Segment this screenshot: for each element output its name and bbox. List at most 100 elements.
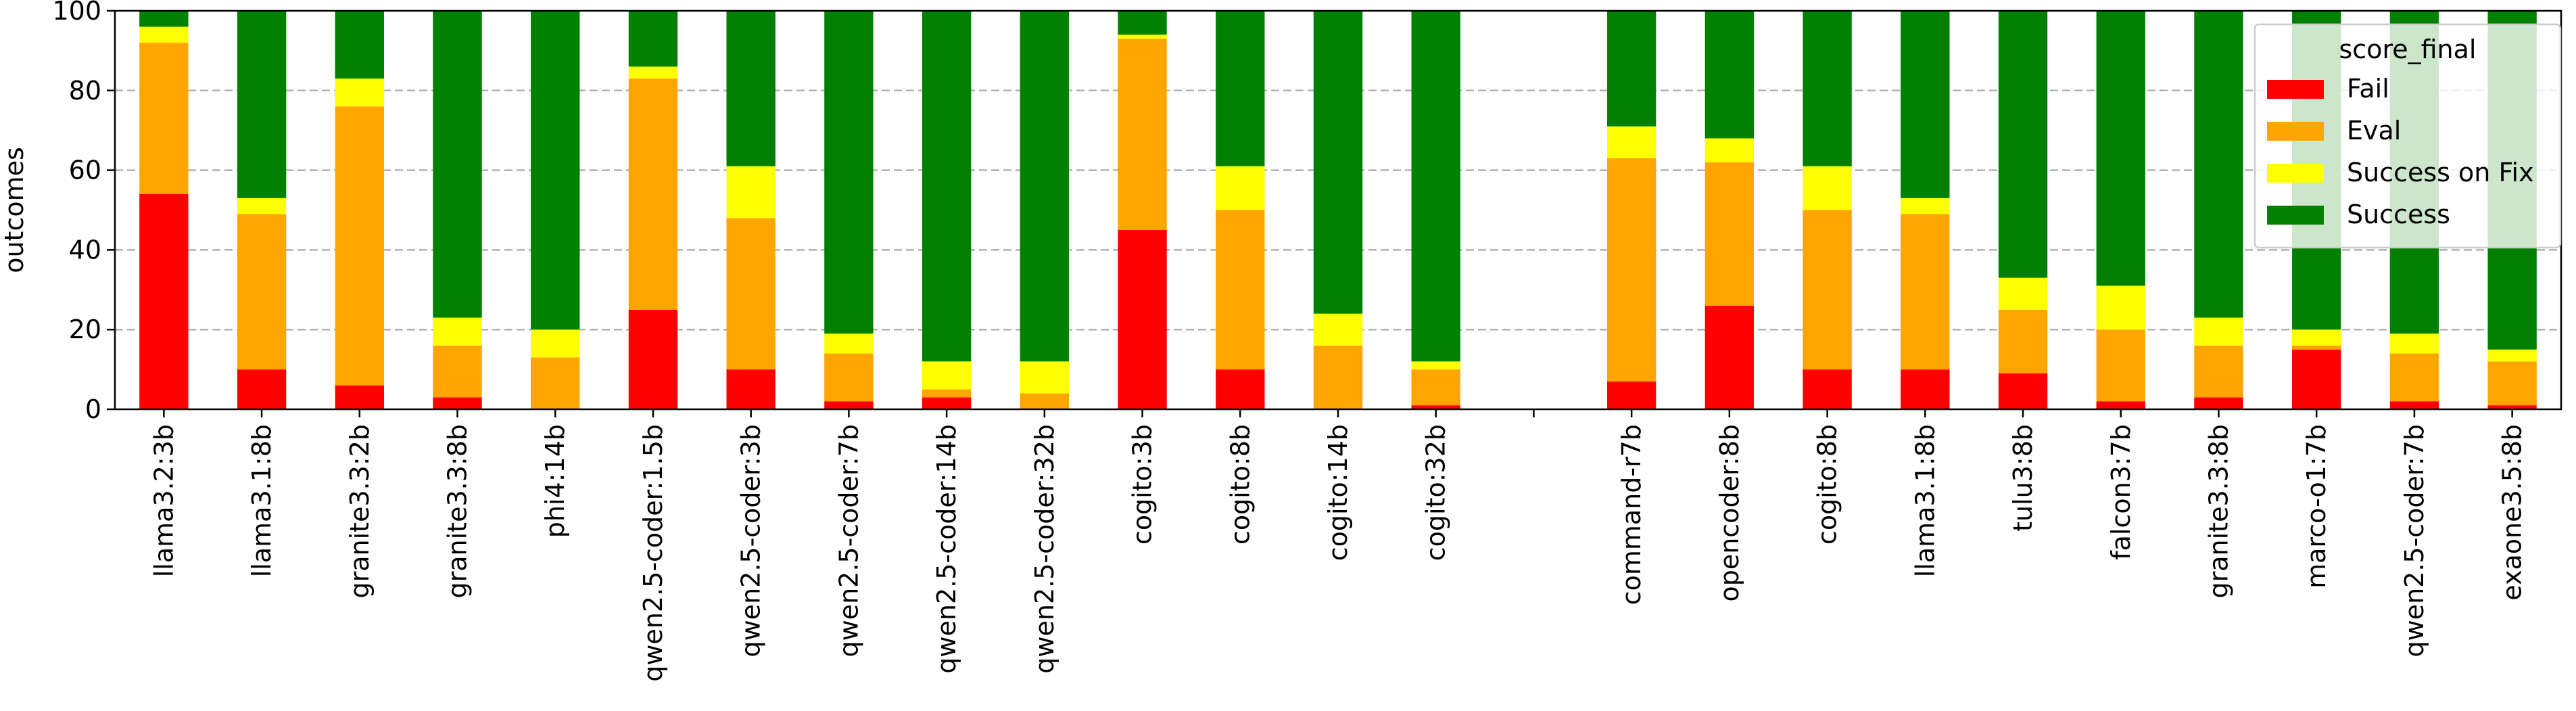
bar-segment-eval — [1606, 158, 1656, 382]
y-axis: 0 20 40 60 80 100 — [52, 0, 115, 424]
x-tick-label: falcon3:7b — [2106, 424, 2136, 560]
x-tick-label: qwen2.5-coder:1.5b — [638, 424, 668, 682]
legend-swatch-success-on-fix — [2267, 164, 2324, 183]
x-tick-label: llama3.1:8b — [1910, 424, 1940, 577]
bar-segment-fail — [2292, 349, 2341, 409]
bar-segment-fail — [139, 193, 189, 409]
bar-segment-success-on-fix — [335, 78, 384, 107]
legend: score_final Fail Eval Success on Fix Success — [2253, 23, 2562, 249]
x-tick-label: qwen2.5-coder:7b — [2400, 424, 2429, 658]
bar-segment-fail — [1998, 373, 2048, 409]
y-tick-label: 20 — [69, 315, 101, 344]
bar-segment-success-on-fix — [824, 334, 874, 354]
bar-segment-success — [1020, 11, 1070, 362]
x-tick-label: granite3.3:8b — [2203, 424, 2233, 598]
bar-segment-fail — [335, 385, 384, 409]
bar-segment-eval — [1901, 214, 1950, 370]
bar-segment-success — [335, 11, 384, 79]
bar-segment-fail — [433, 397, 482, 409]
bar-segment-eval — [1020, 393, 1070, 409]
x-tick-label: cogito:8b — [1225, 424, 1255, 545]
bar-segment-success-on-fix — [531, 329, 580, 358]
bar-segment-fail — [1704, 305, 1755, 409]
bar-segment-success-on-fix — [1704, 138, 1755, 162]
legend-label: Fail — [2347, 74, 2389, 104]
bar-segment-fail — [2389, 401, 2439, 409]
bar-segment-success — [2096, 11, 2145, 286]
bar-segment-eval — [1803, 210, 1852, 370]
bar-segment-eval — [2194, 345, 2243, 398]
bar-segment-fail — [237, 369, 287, 409]
y-tick-label: 40 — [69, 235, 101, 265]
x-tick-label: granite3.3:2b — [345, 424, 375, 598]
bar-segment-success-on-fix — [2194, 317, 2243, 346]
legend-label: Success on Fix — [2347, 158, 2534, 187]
legend-swatch-eval — [2267, 122, 2324, 141]
x-tick-label: tulu3:8b — [2008, 424, 2038, 532]
y-tick-label: 0 — [85, 394, 101, 424]
x-tick-label: granite3.3:8b — [443, 424, 473, 598]
bar-segment-success — [1998, 11, 2048, 278]
bar-segment-fail — [824, 401, 874, 409]
bar-segment-fail — [2096, 401, 2145, 409]
bar-segment-success-on-fix — [2487, 349, 2537, 362]
x-tick-label: cogito:14b — [1323, 424, 1353, 561]
bar-segment-eval — [922, 389, 972, 398]
bar-segment-success — [139, 11, 189, 27]
x-tick-label: command-r7b — [1617, 424, 1646, 605]
bar-segment-success — [1803, 11, 1852, 166]
bar-segment-fail — [1216, 369, 1265, 409]
bar-segment-eval — [433, 345, 482, 398]
bar-segment-success — [922, 11, 972, 362]
bar-segment-success — [237, 11, 287, 198]
bar-segment-fail — [628, 309, 678, 409]
x-tick-label: llama3.1:8b — [247, 424, 277, 577]
bar-segment-eval — [1313, 345, 1363, 409]
bar-segment-success-on-fix — [1216, 166, 1265, 210]
bar-segment-eval — [726, 218, 776, 370]
bar-segment-eval — [2292, 345, 2341, 350]
bar-segment-success — [824, 11, 874, 334]
bar-segment-fail — [2487, 405, 2537, 409]
y-tick-label: 80 — [69, 76, 101, 106]
x-tick-label: qwen2.5-coder:7b — [834, 424, 863, 658]
bar-segment-eval — [335, 106, 384, 386]
bar-segment-success — [1901, 11, 1950, 198]
bar-segment-success — [2194, 11, 2243, 318]
x-tick-label: qwen2.5-coder:32b — [1030, 424, 1059, 674]
x-tick-label: qwen2.5-coder:3b — [736, 424, 766, 658]
x-tick-label: phi4:14b — [540, 424, 570, 538]
legend-label: Eval — [2347, 116, 2401, 145]
legend-swatch-success — [2267, 206, 2324, 225]
bar-segment-success-on-fix — [433, 317, 482, 346]
x-tick-label: cogito:3b — [1128, 424, 1158, 545]
x-tick-label: llama3.2:3b — [149, 424, 178, 577]
bar-segment-success-on-fix — [2292, 329, 2341, 346]
bar-segment-success-on-fix — [1901, 198, 1950, 214]
bar-segment-fail — [922, 397, 972, 409]
legend-swatch-fail — [2267, 80, 2324, 99]
bar-segment-success-on-fix — [139, 26, 189, 43]
legend-box — [2253, 23, 2562, 249]
bar-segment-success-on-fix — [1803, 166, 1852, 210]
bar-segment-success-on-fix — [2389, 334, 2439, 354]
bar-segment-success — [1606, 11, 1656, 127]
bar-segment-success-on-fix — [1313, 313, 1363, 346]
bar-segment-eval — [2389, 353, 2439, 402]
bar-segment-success-on-fix — [628, 66, 678, 79]
bar-segment-success — [726, 11, 776, 166]
bar-segment-success-on-fix — [237, 198, 287, 214]
bar-segment-success — [1118, 11, 1167, 35]
bar-segment-fail — [1901, 369, 1950, 409]
x-tick-label: marco-o1:7b — [2301, 424, 2331, 589]
y-tick-label: 60 — [69, 156, 101, 185]
y-tick-label: 100 — [52, 0, 101, 26]
bar-segment-fail — [2194, 397, 2243, 409]
bar-segment-success — [1313, 11, 1363, 314]
bar-segment-success-on-fix — [726, 166, 776, 219]
x-tick-label: cogito:32b — [1421, 424, 1451, 561]
bars — [139, 11, 2537, 409]
bar-segment-fail — [1803, 369, 1852, 409]
bar-segment-success — [433, 11, 482, 318]
